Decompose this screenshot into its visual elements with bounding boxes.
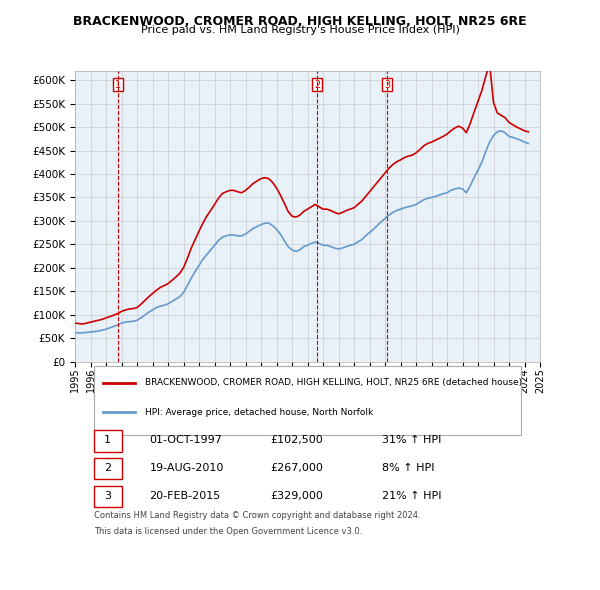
Text: 2: 2: [104, 463, 111, 473]
Text: 01-OCT-1997: 01-OCT-1997: [149, 435, 222, 445]
Text: Price paid vs. HM Land Registry's House Price Index (HPI): Price paid vs. HM Land Registry's House …: [140, 25, 460, 35]
Text: £329,000: £329,000: [270, 491, 323, 501]
Text: £102,500: £102,500: [270, 435, 323, 445]
Text: 21% ↑ HPI: 21% ↑ HPI: [382, 491, 442, 501]
Text: This data is licensed under the Open Government Licence v3.0.: This data is licensed under the Open Gov…: [94, 527, 362, 536]
Text: HPI: Average price, detached house, North Norfolk: HPI: Average price, detached house, Nort…: [145, 408, 373, 417]
FancyBboxPatch shape: [94, 430, 121, 451]
Text: 3: 3: [384, 80, 390, 90]
Text: BRACKENWOOD, CROMER ROAD, HIGH KELLING, HOLT, NR25 6RE: BRACKENWOOD, CROMER ROAD, HIGH KELLING, …: [73, 15, 527, 28]
FancyBboxPatch shape: [94, 458, 121, 479]
FancyBboxPatch shape: [94, 366, 521, 435]
Text: 8% ↑ HPI: 8% ↑ HPI: [382, 463, 434, 473]
Text: 20-FEB-2015: 20-FEB-2015: [149, 491, 221, 501]
Text: 1: 1: [115, 80, 121, 90]
Text: 31% ↑ HPI: 31% ↑ HPI: [382, 435, 441, 445]
Text: 19-AUG-2010: 19-AUG-2010: [149, 463, 224, 473]
Text: Contains HM Land Registry data © Crown copyright and database right 2024.: Contains HM Land Registry data © Crown c…: [94, 511, 420, 520]
Text: 2: 2: [314, 80, 320, 90]
FancyBboxPatch shape: [94, 486, 121, 507]
Text: BRACKENWOOD, CROMER ROAD, HIGH KELLING, HOLT, NR25 6RE (detached house): BRACKENWOOD, CROMER ROAD, HIGH KELLING, …: [145, 378, 522, 387]
Text: 1: 1: [104, 435, 111, 445]
Text: 3: 3: [104, 491, 111, 501]
Text: £267,000: £267,000: [270, 463, 323, 473]
